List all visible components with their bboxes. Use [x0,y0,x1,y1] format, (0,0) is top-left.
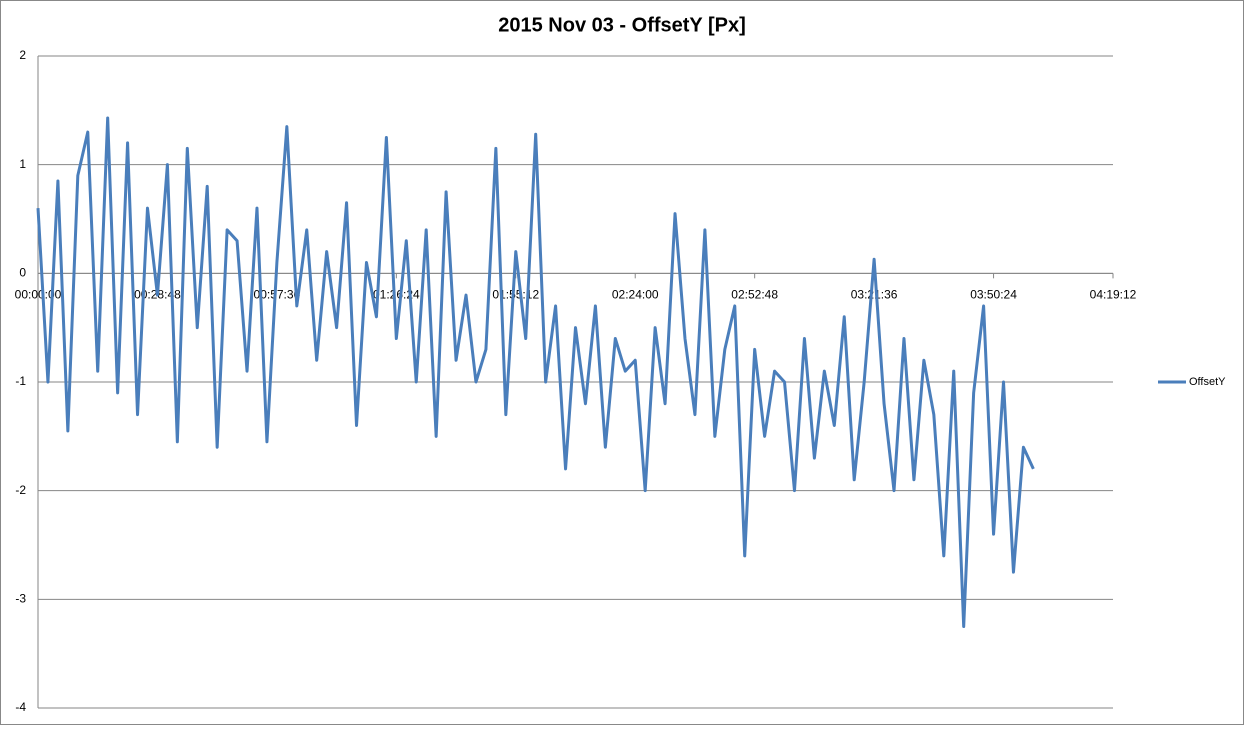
x-tick-label: 00:57:36 [254,288,301,302]
x-tick-label: 03:21:36 [851,288,898,302]
x-tick-label: 03:50:24 [970,288,1017,302]
chart-title: 2015 Nov 03 - OffsetY [Px] [498,14,746,36]
x-tick-label: 02:24:00 [612,288,659,302]
x-tick-label: 01:26:24 [373,288,420,302]
x-tick-label: 00:00:00 [15,288,62,302]
y-tick-label: 2 [19,48,26,62]
legend-label: OffsetY [1189,376,1226,388]
x-tick-label: 01:55:12 [492,288,539,302]
y-tick-label: 0 [19,266,26,280]
x-tick-label: 04:19:12 [1090,288,1137,302]
y-tick-label: -2 [15,483,26,497]
x-tick-label: 02:52:48 [731,288,778,302]
y-tick-label: 1 [19,157,26,171]
y-tick-label: -3 [15,592,26,606]
y-tick-label: -4 [15,700,26,714]
y-tick-label: -1 [15,374,26,388]
data-line [36,116,1035,628]
